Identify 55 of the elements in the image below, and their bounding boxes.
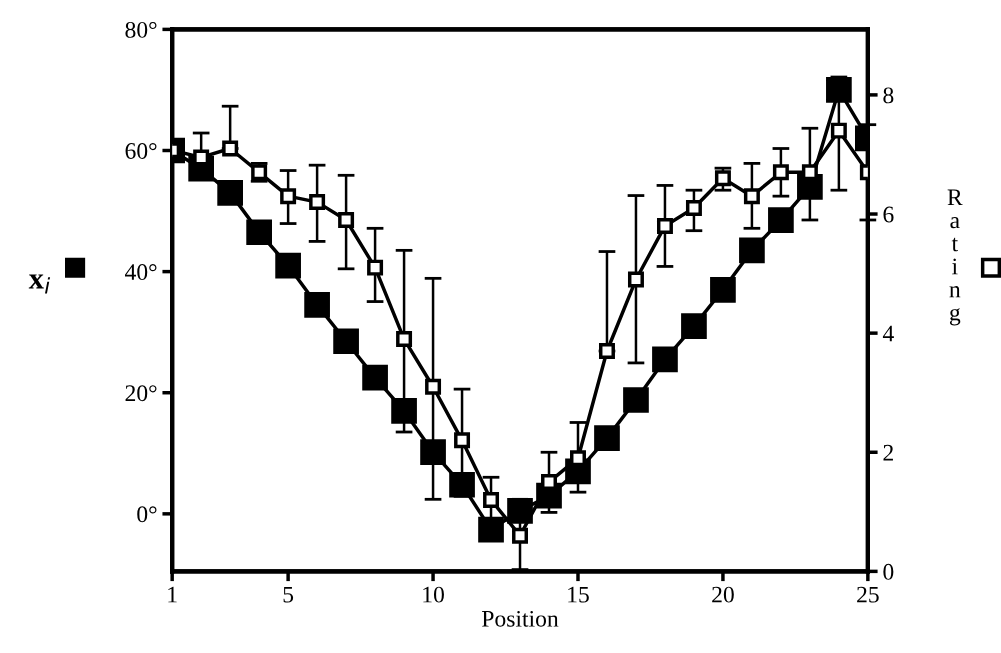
point <box>362 364 388 391</box>
point <box>478 516 504 543</box>
point <box>449 471 475 498</box>
y2-tick-label: 8 <box>883 87 894 104</box>
point <box>656 217 673 234</box>
point <box>652 346 678 373</box>
y2-tick-label: 2 <box>883 444 893 461</box>
point <box>280 188 297 205</box>
point <box>685 200 702 217</box>
point <box>222 140 239 157</box>
x-tick-label: 5 <box>283 586 294 603</box>
y-tick-label: 0° <box>137 506 157 523</box>
point <box>391 398 417 424</box>
point <box>396 331 413 348</box>
point <box>627 271 644 288</box>
x-tick-label: 15 <box>568 586 589 603</box>
point <box>246 219 272 246</box>
point <box>333 328 359 355</box>
point <box>454 432 471 449</box>
y-tick-label: 60° <box>125 142 157 159</box>
point <box>826 77 852 103</box>
point <box>768 207 794 233</box>
x-tick-label: 25 <box>857 586 879 603</box>
y2-tick-label: 4 <box>882 325 894 342</box>
point <box>275 252 301 279</box>
point <box>623 387 649 413</box>
x-tick-label: 20 <box>712 586 734 603</box>
point <box>304 292 330 318</box>
y-axis-title: x$_{i}$ <box>28 274 51 294</box>
y2-tick-label: 0 <box>883 563 894 580</box>
point <box>598 343 615 359</box>
point <box>743 188 760 205</box>
point <box>367 259 384 276</box>
point <box>217 180 243 206</box>
point <box>309 194 326 211</box>
point <box>420 439 446 465</box>
y2-tick-label: 6 <box>883 206 894 223</box>
point <box>594 425 620 451</box>
y-tick-label: 40° <box>125 264 157 281</box>
point <box>830 122 847 139</box>
point <box>425 378 442 395</box>
x-tick-label: 1 <box>168 586 177 603</box>
x-tick-label: 10 <box>423 586 444 603</box>
point <box>714 170 731 187</box>
y-tick-label: 80° <box>125 21 157 38</box>
point <box>681 313 707 339</box>
point <box>483 491 500 508</box>
point <box>710 276 736 303</box>
x-axis-title: Position <box>481 610 559 627</box>
y-tick-label: 20° <box>125 385 157 402</box>
point <box>512 527 529 544</box>
point <box>739 237 765 264</box>
y2-axis-title: Rating <box>947 189 963 326</box>
point <box>338 211 355 228</box>
point <box>772 164 789 181</box>
